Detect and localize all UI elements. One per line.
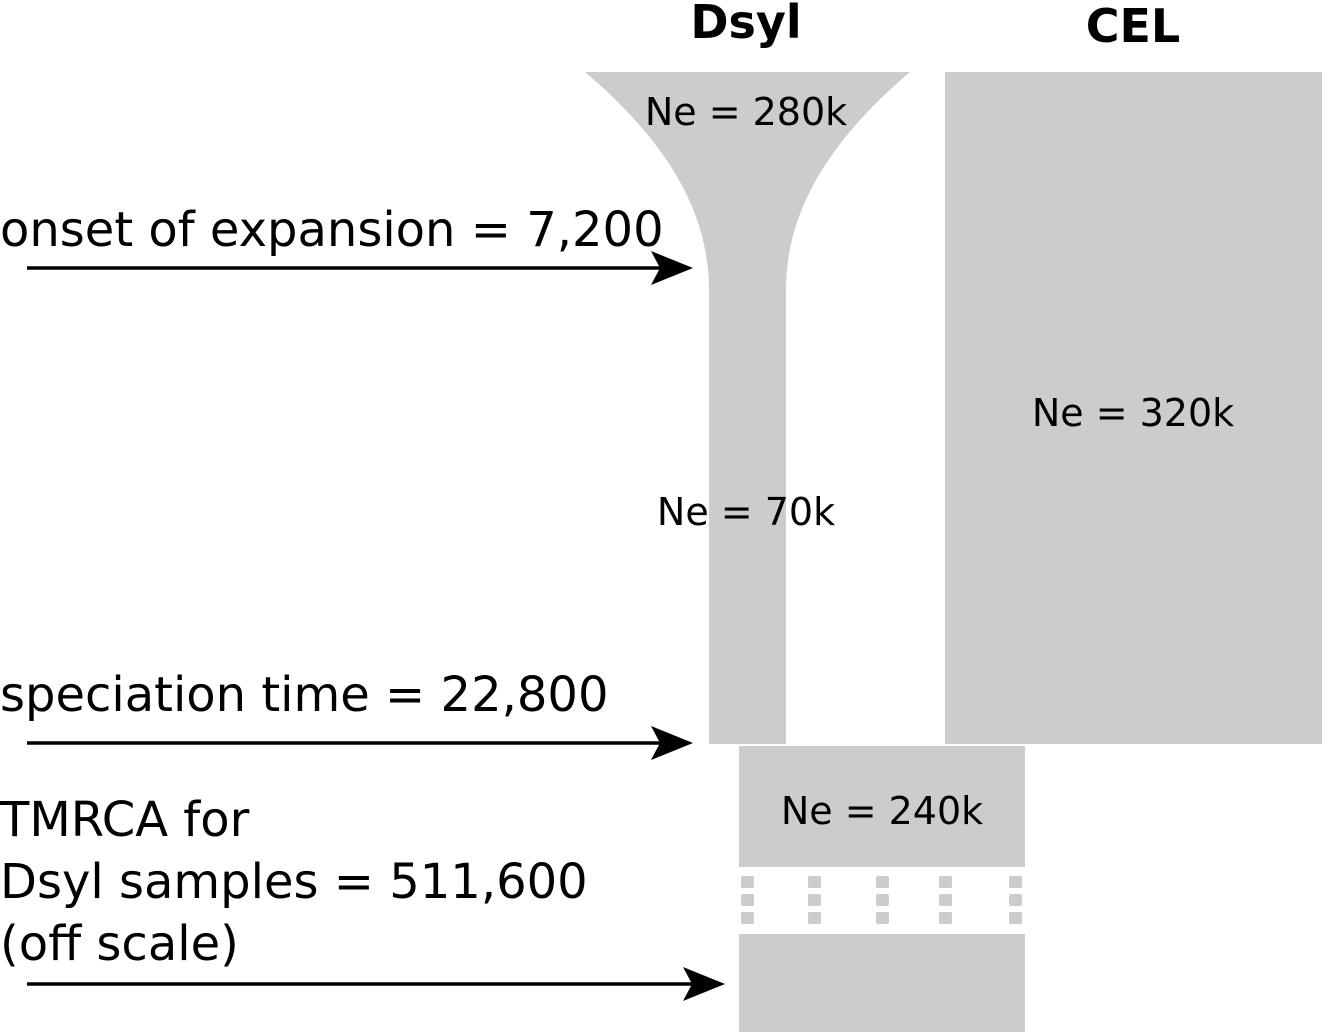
speciation-arrow [27, 726, 693, 760]
scale-break-marks [741, 876, 1022, 924]
dsyl-expanded-ne-label: Ne = 280k [645, 90, 847, 134]
tmrca-label-line-1: TMRCA for [0, 792, 250, 848]
ancestral-ne-label: Ne = 240k [781, 789, 983, 833]
cel-ne-label: Ne = 320k [1032, 391, 1234, 435]
speciation-time-label: speciation time = 22,800 [0, 667, 608, 723]
tmrca-label-line-2: Dsyl samples = 511,600 [0, 854, 588, 910]
ancestral-population-shape [739, 746, 1025, 867]
cel-population-shape [945, 72, 1322, 744]
cel-title: CEL [1086, 0, 1181, 53]
expansion-onset-label: onset of expansion = 7,200 [0, 202, 664, 258]
dsyl-ancestral-ne-label: Ne = 70k [657, 490, 835, 534]
expansion-arrow [27, 251, 693, 285]
dsyl-population-shape [585, 72, 910, 744]
ancestral-population-offscale-shape [739, 934, 1025, 1032]
tmrca-arrow [27, 967, 725, 1001]
dsyl-title: Dsyl [690, 0, 801, 49]
tmrca-label-line-3: (off scale) [0, 916, 239, 972]
